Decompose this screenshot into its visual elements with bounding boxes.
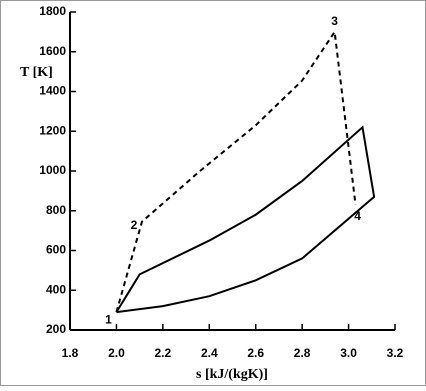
x-tick-label: 2.4 xyxy=(201,346,218,360)
x-tick-label: 1.8 xyxy=(62,346,79,360)
y-tick-label: 800 xyxy=(46,203,66,217)
y-tick-label: 1000 xyxy=(39,163,66,177)
point-label: 1 xyxy=(105,312,112,326)
x-tick-label: 2.2 xyxy=(155,346,172,360)
x-axis-label: s [kJ/(kgK)] xyxy=(196,367,268,382)
cycle-line xyxy=(115,29,357,313)
y-tick-label: 1400 xyxy=(39,84,66,98)
y-tick-label: 600 xyxy=(46,243,66,257)
x-tick-label: 2.0 xyxy=(108,346,125,360)
x-tick-label: 2.6 xyxy=(247,346,264,360)
point-label: 3 xyxy=(331,14,338,28)
y-axis-label: T [K] xyxy=(20,65,53,80)
cycle-line xyxy=(115,125,376,314)
y-tick-label: 1800 xyxy=(39,4,66,18)
point-label: 4 xyxy=(354,209,361,223)
x-tick-label: 2.8 xyxy=(294,346,311,360)
y-tick-label: 1200 xyxy=(39,123,66,137)
point-label: 2 xyxy=(131,218,138,232)
y-tick-label: 200 xyxy=(46,322,66,336)
y-tick-label: 1600 xyxy=(39,44,66,58)
x-tick-label: 3.0 xyxy=(340,346,357,360)
y-tick-label: 400 xyxy=(46,282,66,296)
x-tick-label: 3.2 xyxy=(387,346,404,360)
